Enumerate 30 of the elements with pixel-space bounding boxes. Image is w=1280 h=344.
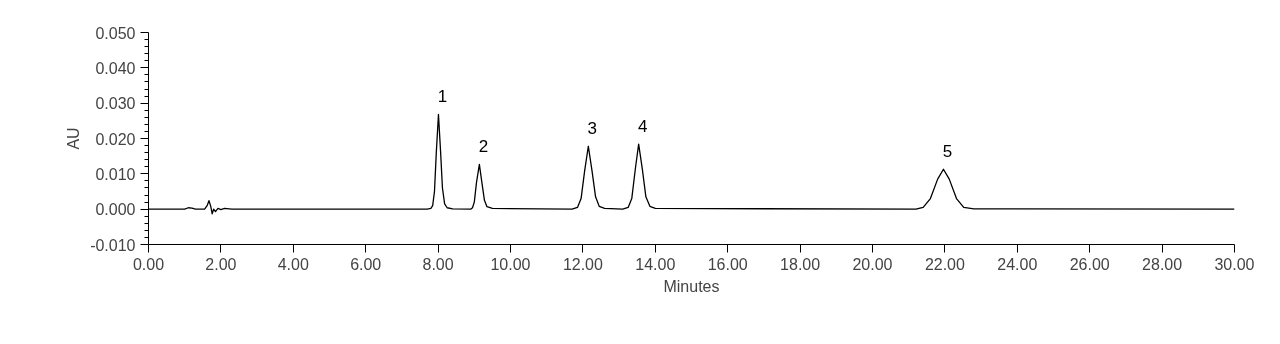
annotation: 1 [437,87,448,107]
x-tick-label: 26.00 [1069,255,1110,273]
y-tick-label: 0.000 [95,201,136,219]
x-tick-label: 2.00 [205,255,237,273]
x-tick-label: 12.00 [562,255,604,273]
x-tick-label: 20.00 [852,255,893,273]
x-tick-label: 8.00 [422,255,454,273]
x-tick-label: 0.00 [132,255,165,273]
y-tick-label: 0.010 [95,165,136,183]
x-tick-label: 30.00 [1214,255,1255,273]
x-tick-label: 4.00 [277,255,309,273]
x-tick-label: 22.00 [924,255,966,273]
y-tick-label: 0.050 [95,24,136,42]
y-axis-title: AU [65,127,83,150]
x-tick-label: 6.00 [350,255,382,273]
x-tick-label: 14.00 [635,255,676,273]
annotation: 4 [637,117,648,137]
x-tick-label: 24.00 [997,255,1038,273]
x-tick-label: 18.00 [780,255,821,273]
x-axis-title: Minutes [663,277,720,295]
y-tick-label: 0.020 [95,130,136,148]
x-tick-label: 28.00 [1142,255,1183,273]
x-tick-label: 10.00 [490,255,531,273]
annotation: 5 [942,142,953,162]
y-tick-label: -0.010 [90,236,136,254]
annotation: 2 [478,137,489,157]
x-tick-label: 16.00 [707,255,748,273]
y-tick-label: 0.030 [95,95,136,113]
y-tick-label: 0.040 [95,59,136,77]
annotation: 3 [587,119,598,139]
